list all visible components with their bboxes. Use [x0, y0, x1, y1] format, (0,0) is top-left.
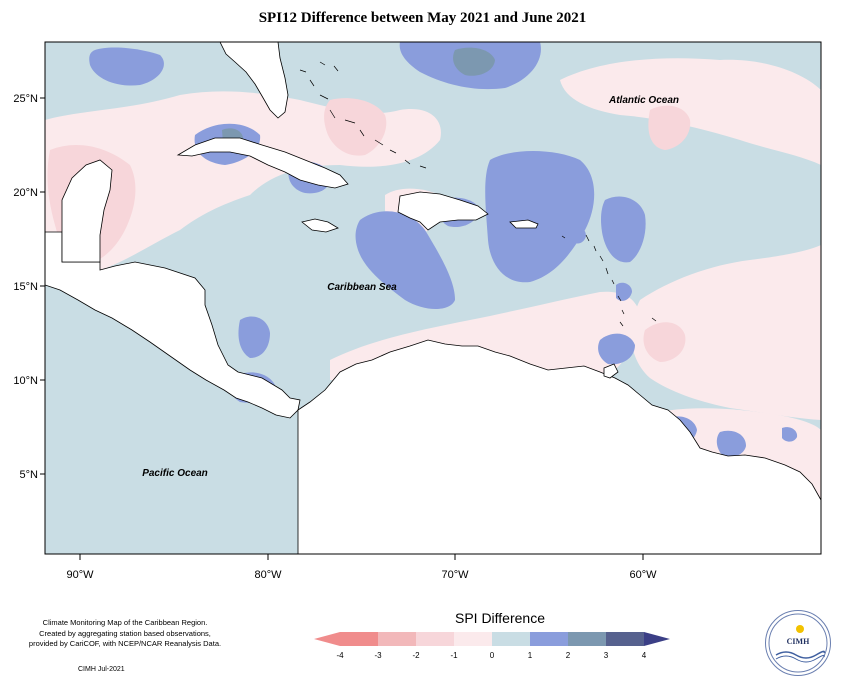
- logo-graphic: [768, 613, 828, 673]
- wave-icon-2: [775, 654, 825, 663]
- legend-swatch: [454, 632, 492, 646]
- credits-block: Climate Monitoring Map of the Caribbean …: [10, 618, 240, 650]
- cimh-logo: CIMH: [765, 610, 831, 676]
- spi-region-blue-stvincent: [616, 282, 632, 301]
- legend-swatch: [378, 632, 416, 646]
- lon-label-80w: 80°W: [254, 569, 282, 581]
- lat-label-25n: 25°N: [13, 93, 38, 105]
- lat-label-15n: 15°N: [13, 281, 38, 293]
- legend-title: SPI Difference: [454, 610, 545, 626]
- spi-region-blue-pr-small: [570, 226, 586, 244]
- lat-label-10n: 10°N: [13, 375, 38, 387]
- lat-label-5n: 5°N: [20, 469, 39, 481]
- legend-swatch: [568, 632, 606, 646]
- spi-region-pink2-atl: [648, 105, 691, 150]
- legend-swatches: [314, 632, 670, 646]
- label-atlantic-ocean: Atlantic Ocean: [608, 95, 679, 106]
- spi-region-pink-east: [631, 245, 821, 420]
- spi-region-blue-guyana2: [716, 430, 746, 457]
- legend-tick-label: -2: [412, 651, 420, 660]
- land-central-america: [45, 231, 301, 419]
- spi-region-blue-pr: [485, 151, 595, 283]
- label-pacific-ocean: Pacific Ocean: [142, 468, 208, 479]
- land-trinidad: [603, 363, 619, 379]
- land-puerto-rico: [509, 219, 539, 229]
- spi-region-blue-trinidad: [598, 333, 635, 365]
- lon-label-60w: 60°W: [629, 569, 657, 581]
- axis-ticks: [40, 97, 644, 560]
- spi-region-blue-sw: [238, 316, 270, 358]
- wave-icon: [775, 650, 826, 659]
- legend-arrow-high: [644, 632, 670, 646]
- credits-line-3: provided by CariCOF, with NCEP/NCAR Rean…: [28, 639, 222, 648]
- legend-tick-label: 4: [642, 651, 647, 660]
- legend-tick-label: -4: [336, 651, 344, 660]
- spi-region-dark-top: [453, 47, 495, 76]
- legend-tick-label: 3: [604, 651, 609, 660]
- legend-swatch: [492, 632, 530, 646]
- land-layer: [45, 42, 821, 554]
- legend-swatch: [416, 632, 454, 646]
- legend-tick-label: -1: [450, 651, 458, 660]
- land-jamaica: [301, 218, 339, 233]
- lat-label-20n: 20°N: [13, 187, 38, 199]
- legend-tick-label: 1: [528, 651, 533, 660]
- land-florida: [219, 42, 289, 119]
- land-yucatan: [61, 159, 113, 263]
- spi-region-pink2-bahamas: [324, 98, 387, 156]
- land-hispaniola: [397, 191, 489, 231]
- legend-swatch: [340, 632, 378, 646]
- credits-line-1: Climate Monitoring Map of the Caribbean …: [42, 618, 208, 627]
- land-cuba: [176, 137, 349, 189]
- spi-region-pink2-east: [643, 322, 686, 362]
- logo-label: CIMH: [786, 637, 810, 646]
- legend-colorbar: -4 -3 -2 -1 0 1 2 3 4: [314, 632, 670, 660]
- label-caribbean-sea: Caribbean Sea: [327, 282, 397, 293]
- spi-region-blue-fg: [782, 427, 798, 442]
- map-frame: [44, 41, 822, 555]
- lon-label-90w: 90°W: [66, 569, 94, 581]
- legend-arrow-low: [314, 632, 340, 646]
- map-title: SPI12 Difference between May 2021 and Ju…: [258, 10, 587, 26]
- land-small-islands: [299, 61, 657, 327]
- legend-tick-label: 2: [566, 651, 571, 660]
- sun-icon: [796, 625, 804, 633]
- spi-region-blue-windward: [601, 196, 646, 263]
- spi-region-blue-north: [89, 47, 164, 86]
- lon-label-70w: 70°W: [441, 569, 469, 581]
- legend-tick-label: -3: [374, 651, 382, 660]
- legend-tick-label: 0: [490, 651, 495, 660]
- spi-region-pink-atlantic: [560, 58, 821, 165]
- spi-region-blue-central: [355, 211, 455, 309]
- credits-line-2: Created by aggregating station based obs…: [39, 628, 211, 638]
- legend-swatch: [606, 632, 644, 646]
- legend-ticks: -4 -3 -2 -1 0 1 2 3 4: [336, 651, 646, 660]
- credits-date: CIMH Jul-2021: [78, 666, 125, 673]
- legend-swatch: [530, 632, 568, 646]
